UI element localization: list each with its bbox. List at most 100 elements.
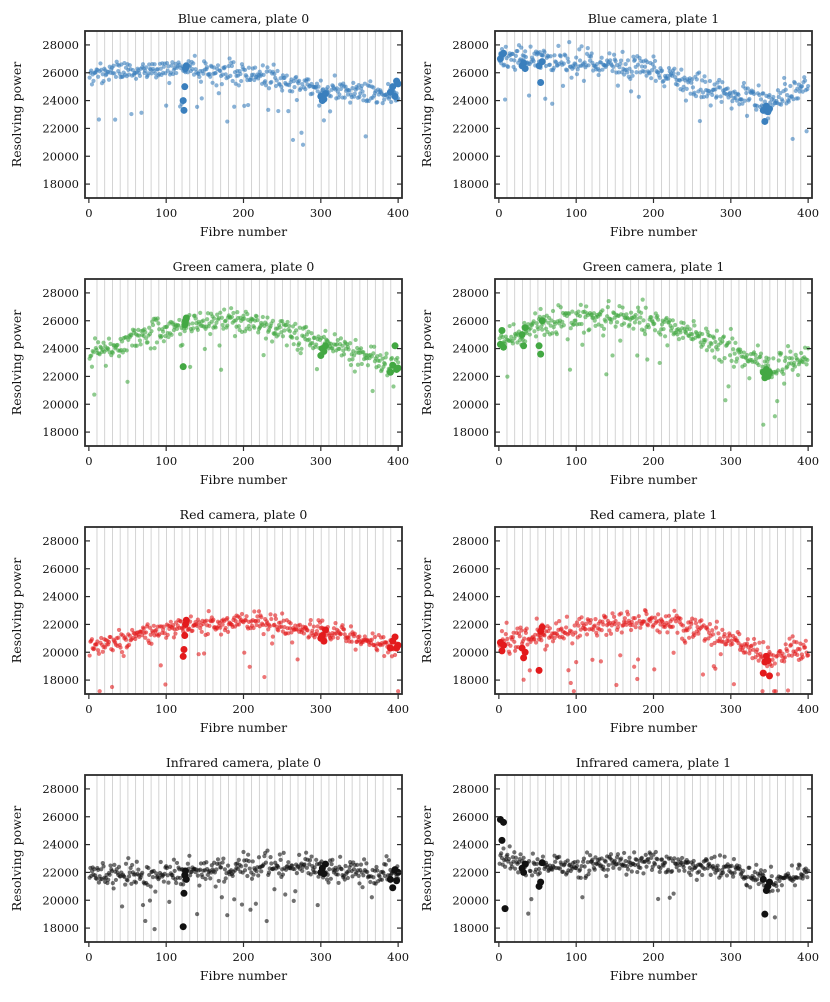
data-point: [320, 618, 325, 623]
data-point: [700, 90, 706, 95]
data-point: [547, 62, 553, 67]
data-point: [684, 86, 689, 92]
data-point: [728, 326, 733, 332]
data-point: [304, 324, 309, 330]
data-point: [622, 72, 627, 77]
highlighted-point: [520, 654, 528, 662]
data-point: [138, 342, 143, 347]
data-point: [220, 72, 225, 77]
data-point: [652, 862, 658, 867]
data-point: [551, 66, 556, 71]
data-point: [749, 643, 754, 648]
data-point: [150, 322, 156, 328]
data-point: [178, 619, 183, 624]
data-point: [646, 860, 651, 865]
data-point: [149, 329, 154, 334]
data-point: [773, 689, 778, 694]
data-point: [542, 332, 547, 337]
y-tick-label: 22000: [452, 865, 489, 879]
y-tick-label: 26000: [42, 810, 79, 824]
chart-panel-green-plate-0: 18000 20000 22000 24000 26000 28000 0 100 200 300…: [9, 259, 409, 487]
data-point: [797, 863, 802, 868]
data-point: [249, 876, 255, 881]
y-tick-label: 24000: [42, 94, 79, 108]
data-point: [371, 351, 376, 356]
chart-panel-infrared-plate-1: 18000 20000 22000 24000 26000 28000 0 100 200 300…: [419, 755, 819, 983]
data-point: [223, 318, 228, 323]
data-point: [167, 899, 172, 904]
data-point: [690, 332, 695, 337]
data-point: [585, 45, 590, 51]
x-axis-label: Fibre number: [200, 224, 287, 239]
data-point: [246, 323, 252, 329]
data-point: [671, 71, 676, 76]
highlighted-point: [321, 626, 329, 634]
data-point: [384, 351, 389, 356]
data-point: [697, 118, 702, 124]
data-point: [314, 629, 320, 634]
data-point: [551, 325, 556, 330]
data-point: [256, 609, 262, 614]
data-point: [793, 352, 798, 357]
data-point: [726, 638, 731, 644]
data-point: [164, 324, 170, 329]
data-point: [396, 689, 401, 694]
data-point: [225, 616, 230, 621]
data-point: [317, 103, 322, 108]
y-tick-label: 18000: [42, 425, 79, 439]
data-point: [744, 883, 750, 888]
data-point: [804, 362, 809, 367]
data-point: [656, 317, 661, 322]
data-point: [552, 53, 557, 58]
data-point: [586, 63, 591, 68]
data-point: [129, 881, 134, 886]
data-point: [649, 615, 655, 620]
data-point: [779, 883, 784, 888]
data-point: [245, 873, 250, 879]
data-point: [806, 868, 811, 873]
data-point: [116, 864, 122, 869]
data-point: [632, 850, 637, 855]
data-point: [637, 320, 642, 325]
data-point: [239, 611, 245, 617]
data-point: [656, 896, 661, 902]
data-point: [187, 853, 192, 858]
highlighted-point: [321, 860, 329, 868]
data-point: [125, 878, 130, 883]
data-point: [512, 639, 517, 644]
data-point: [722, 355, 727, 361]
data-point: [510, 634, 515, 640]
chart-panel-blue-plate-0: 18000 20000 22000 24000 26000 28000 0 100 200 300…: [9, 11, 409, 239]
data-point: [659, 68, 665, 73]
data-point: [223, 876, 228, 881]
data-point: [615, 83, 621, 88]
data-point: [241, 849, 246, 855]
data-point: [292, 85, 297, 90]
data-point: [279, 330, 284, 335]
data-point: [216, 91, 221, 96]
data-point: [755, 877, 760, 882]
data-point: [543, 326, 549, 331]
data-point: [614, 682, 619, 688]
data-point: [771, 94, 776, 100]
data-point: [774, 883, 779, 889]
data-point: [92, 392, 97, 397]
data-point: [751, 91, 757, 96]
data-point: [287, 323, 292, 329]
data-point: [637, 55, 642, 61]
data-point: [293, 623, 298, 628]
data-point: [166, 880, 171, 885]
y-tick-label: 22000: [42, 121, 79, 135]
data-point: [755, 343, 760, 348]
data-point: [357, 634, 362, 639]
data-point: [115, 342, 120, 348]
data-point: [348, 362, 354, 368]
data-point: [630, 622, 635, 628]
x-tick-label: 400: [387, 950, 409, 964]
data-point: [338, 336, 344, 341]
data-point: [680, 88, 685, 93]
data-point: [534, 861, 539, 867]
data-point: [251, 872, 256, 877]
highlighted-point: [389, 83, 397, 91]
data-point: [657, 360, 662, 366]
